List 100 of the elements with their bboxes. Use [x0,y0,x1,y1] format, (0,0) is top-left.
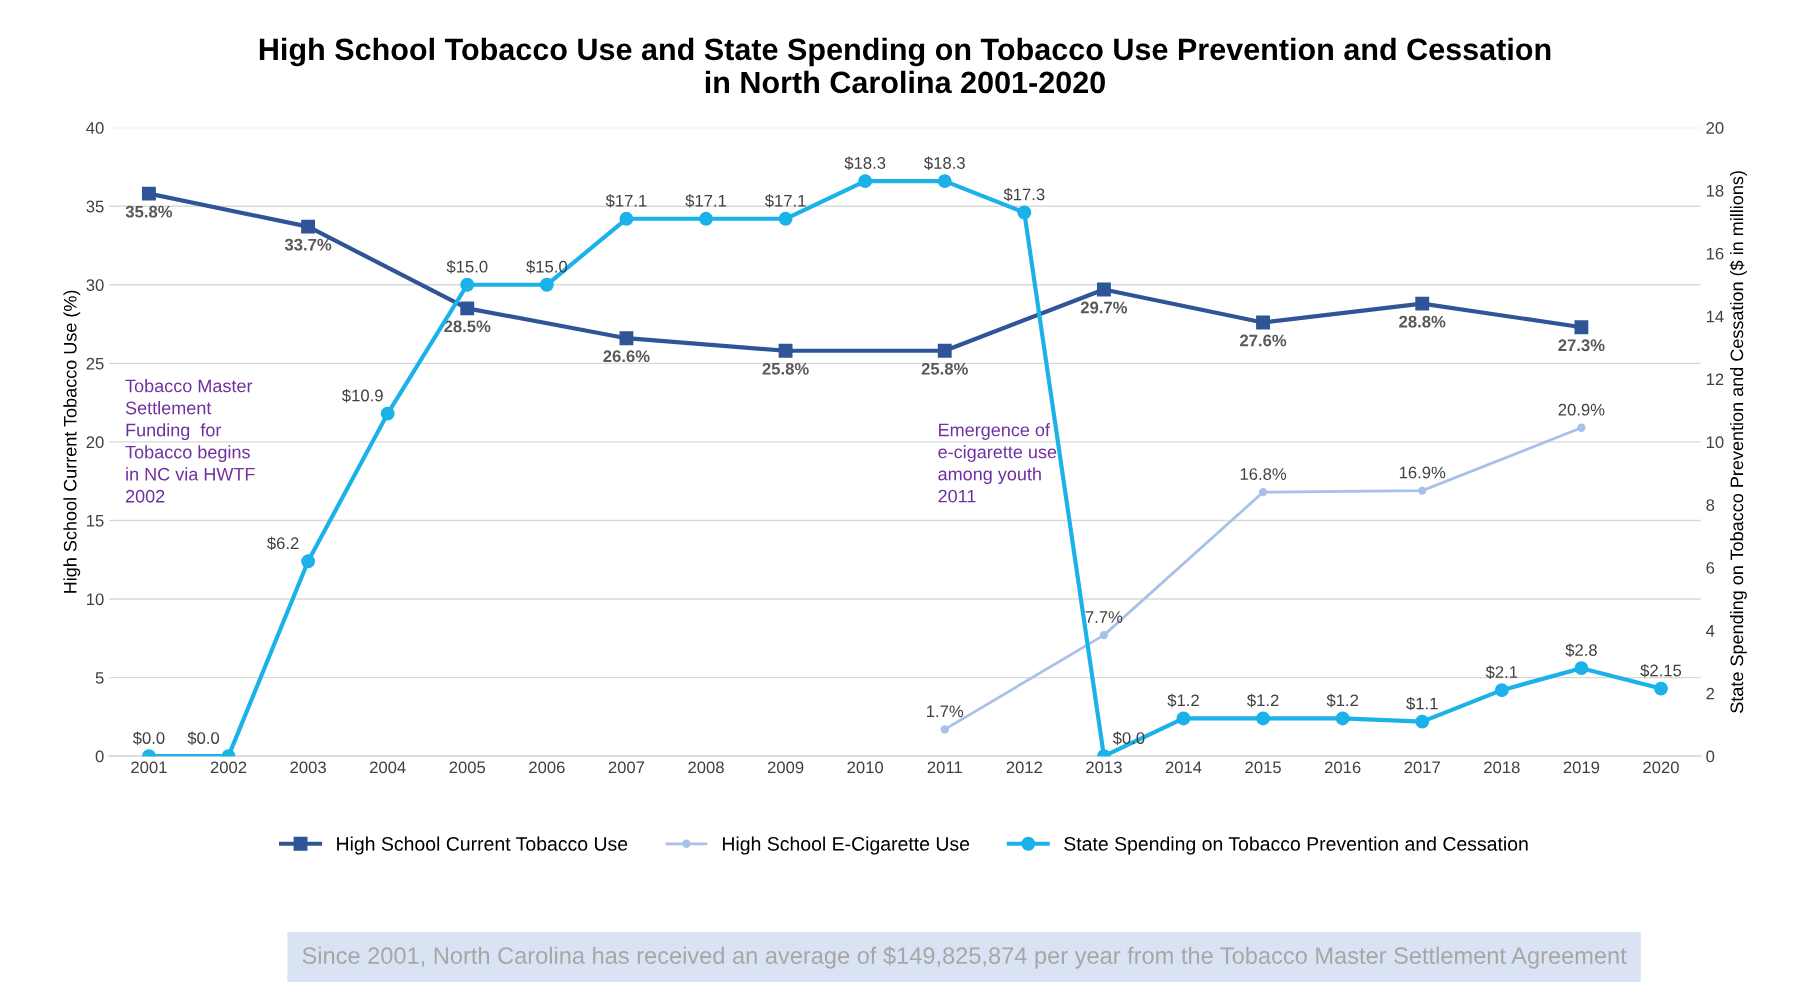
y2-tick-label: 20 [1706,122,1724,134]
data-label: $10.9 [342,388,383,403]
data-label: 1.7% [927,705,964,718]
x-tick-label: 2014 [1165,761,1202,774]
point [937,343,952,358]
data-label: $2.8 [1565,643,1597,657]
point [858,174,873,189]
x-tick-label: 2007 [608,761,645,774]
point [1096,282,1111,297]
data-label: 28.5% [444,320,491,333]
data-label: $2.15 [1640,663,1682,678]
y-tick-label: 0 [95,750,104,763]
point [699,211,713,226]
data-label: $0.0 [132,731,165,745]
x-tick-label: 2005 [449,761,486,774]
data-label: $1.1 [1406,696,1438,711]
x-tick-label: 2011 [927,761,962,774]
data-label: 25.8% [762,362,809,375]
point [1574,661,1589,676]
point [1574,320,1589,335]
data-label: $17.1 [605,194,647,208]
point [1256,711,1271,726]
point [141,186,156,201]
point [940,725,949,734]
y-tick-label: 10 [87,593,104,606]
x-tick-label: 2006 [529,761,565,774]
point [937,174,952,189]
chart-title: High School Tobacco Use and State Spending on Tobacco Use Prevention and Cessation in North Carolina 2001-2020 [259,37,1551,94]
y-tick-label: 35 [86,200,104,213]
x-tick-label: 2004 [369,761,406,774]
data-label: 35.8% [125,205,173,218]
point [1577,423,1586,432]
data-label: $15.0 [526,260,568,274]
y2-tick-label: 6 [1706,562,1715,574]
data-label: 7.7% [1085,611,1123,623]
point [1415,714,1430,729]
data-label: 16.8% [1240,468,1287,480]
data-label: $18.3 [924,156,965,170]
x-tick-label: 2016 [1324,761,1361,774]
data-label: 20.9% [1558,403,1605,416]
legend-label: High School Current Tobacco Use [337,836,628,855]
x-tick-label: 2002 [210,761,247,774]
point [460,277,475,292]
point [778,343,793,358]
data-label: 28.8% [1399,315,1446,328]
point [380,406,395,421]
point [301,554,316,569]
x-tick-label: 2017 [1404,761,1440,774]
y2-tick-label: 16 [1706,247,1724,260]
y-tick-label: 5 [95,672,104,684]
x-tick-label: 2010 [847,761,884,774]
y-tick-label: 15 [87,515,104,527]
point [1418,486,1427,495]
data-label: 27.3% [1558,339,1605,352]
x-tick-label: 2001 [131,761,167,774]
point [1017,205,1032,220]
point [301,219,316,234]
y-tick-label: 25 [86,357,104,370]
data-label: $18.3 [844,156,886,170]
x-tick-label: 2003 [290,761,326,774]
x-tick-label: 2018 [1484,761,1520,774]
data-label: $15.0 [446,260,488,274]
data-label: 16.9% [1399,466,1446,479]
point [1256,315,1271,330]
point [1258,488,1268,497]
data-label: $1.2 [1326,693,1359,708]
y2-tick-label: 12 [1706,373,1724,386]
y2-tick-label: 4 [1706,625,1715,637]
y-tick-label: 20 [86,436,104,449]
text: Since 2001, North Carolina has received an average of $149,825,874 per year from the Tobacco Master Settlement Agreement [302,946,1627,969]
data-label: $6.2 [267,536,299,551]
y2-axis-title: State Spending on Tobacco Prevention and Cessation ($ in millions) [1729,171,1747,713]
point [619,211,634,226]
y2-tick-label: 2 [1706,687,1715,700]
point [1176,711,1191,726]
data-label: 25.8% [921,362,968,375]
data-label: 27.6% [1240,334,1287,347]
data-label: $17.3 [1003,187,1045,202]
x-tick-label: 2009 [767,761,804,774]
data-label: $1.2 [1247,693,1279,708]
point [619,331,634,346]
y2-tick-label: 18 [1706,184,1724,197]
data-label: $0.0 [187,731,220,745]
point [1415,296,1430,311]
point [778,211,793,226]
y2-tick-label: 10 [1706,436,1724,449]
data-label: $17.1 [764,194,806,208]
y2-tick-label: 14 [1706,310,1724,323]
x-tick-label: 2013 [1086,761,1122,774]
x-tick-label: 2019 [1563,761,1600,774]
data-label: 33.7% [284,238,332,251]
point [460,301,475,316]
y2-tick-label: 8 [1706,499,1715,511]
legend-label: State Spending on Tobacco Prevention and Cessation [1064,836,1528,855]
data-label: $1.2 [1167,693,1199,708]
point [539,277,554,292]
y2-tick-label: 0 [1706,750,1715,763]
y-tick-label: 30 [86,279,104,291]
data-label: 29.7% [1080,301,1128,314]
point [1099,630,1109,640]
